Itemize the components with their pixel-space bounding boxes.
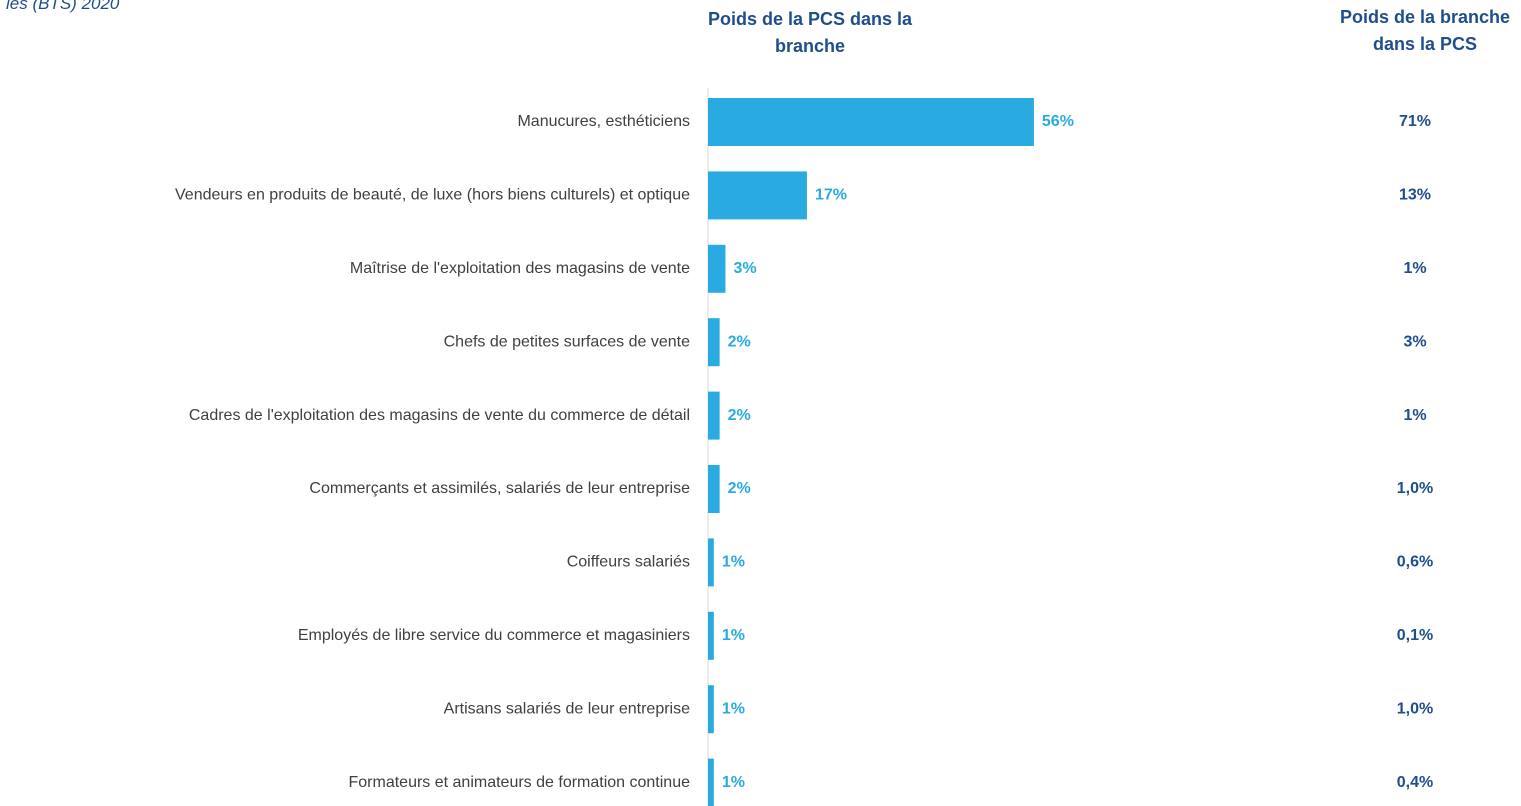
- column-value: 1%: [1403, 407, 1426, 424]
- category-label: Vendeurs en produits de beauté, de luxe …: [175, 187, 690, 204]
- value-label: 1%: [722, 774, 745, 791]
- category-label: Maîtrise de l'exploitation des magasins …: [350, 260, 690, 277]
- category-label: Commerçants et assimilés, salariés de le…: [309, 480, 690, 497]
- bar: [708, 611, 714, 660]
- category-label: Cadres de l'exploitation des magasins de…: [189, 407, 690, 424]
- category-label: Manucures, esthéticiens: [517, 113, 690, 130]
- bar: [708, 538, 714, 587]
- column-value: 13%: [1399, 187, 1431, 204]
- category-label: Coiffeurs salariés: [567, 554, 690, 571]
- column-header: Poids de la branche dans la PCS: [1339, 7, 1511, 54]
- bar: [708, 465, 720, 513]
- value-label: 1%: [722, 627, 745, 644]
- bar: [708, 758, 714, 806]
- column-value: 71%: [1399, 113, 1431, 130]
- value-label: 2%: [728, 407, 751, 424]
- category-label: Artisans salariés de leur entreprise: [444, 700, 690, 717]
- value-label: 56%: [1042, 113, 1074, 130]
- bar: [708, 685, 714, 734]
- bar: [708, 98, 1034, 146]
- category-label: Chefs de petites surfaces de vente: [444, 333, 690, 350]
- column-value: 0,1%: [1397, 627, 1433, 644]
- value-label: 2%: [728, 480, 751, 497]
- value-label: 1%: [722, 700, 745, 717]
- value-label: 3%: [733, 260, 756, 277]
- column-header: Poids de la PCS dans la branche: [707, 9, 913, 56]
- column-value: 1,0%: [1397, 480, 1433, 497]
- bar: [708, 318, 720, 367]
- category-label: Employés de libre service du commerce et…: [298, 627, 690, 644]
- column-value: 1%: [1403, 260, 1426, 277]
- value-label: 2%: [728, 333, 751, 350]
- value-label: 1%: [722, 554, 745, 571]
- category-label: Formateurs et animateurs de formation co…: [349, 774, 691, 791]
- bar: [708, 391, 720, 440]
- bar: [708, 244, 726, 293]
- column-value: 3%: [1403, 333, 1426, 350]
- bar: [708, 171, 807, 220]
- column-value: 0,6%: [1397, 554, 1433, 571]
- value-label: 17%: [815, 187, 847, 204]
- column-value: 0,4%: [1397, 774, 1433, 791]
- subtitle: les (BTS) 2020: [6, 0, 120, 13]
- column-value: 1,0%: [1397, 700, 1433, 717]
